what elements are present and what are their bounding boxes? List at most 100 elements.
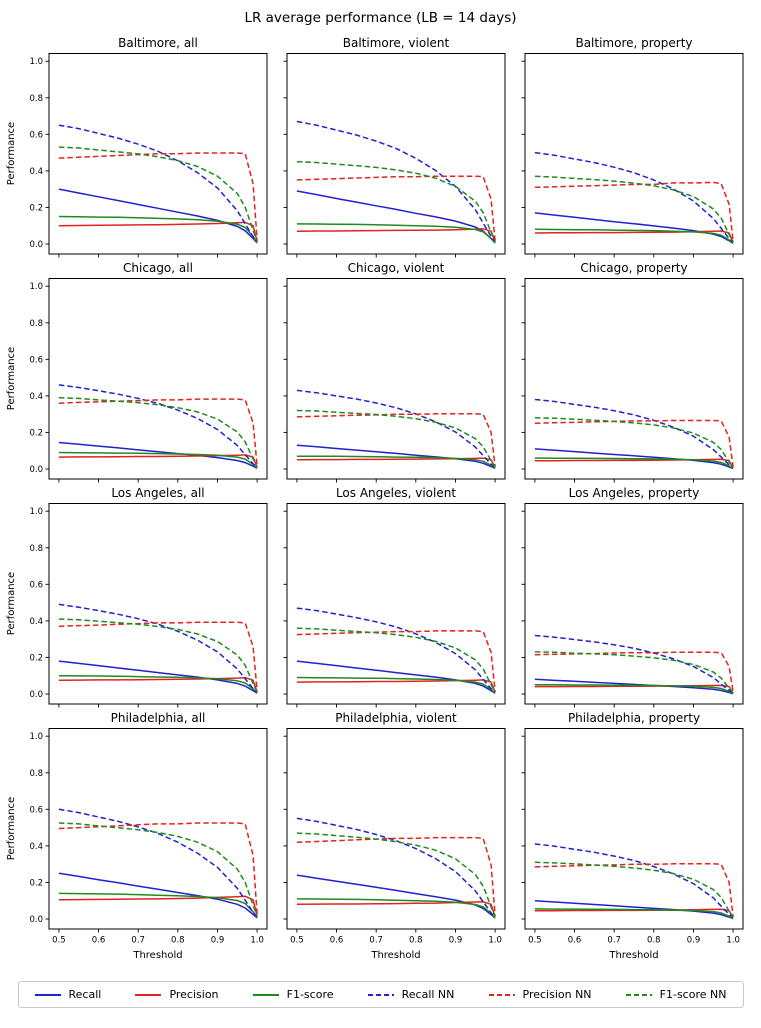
subplot-baltimore-violent: Baltimore, violent [267, 34, 506, 259]
series-line [58, 822, 258, 917]
series-line [296, 389, 496, 468]
subplot-philadelphia-all: Philadelphia, all 0.5 0.6 0.7 0.8 0.9 1.0 0.0 0… [4, 709, 268, 971]
legend-label: Recall [68, 988, 102, 1001]
y-tick-label: 0.0 [29, 915, 43, 925]
series-line [296, 874, 496, 919]
plot-area: 0.5 0.6 0.7 0.8 0.9 1.0 Threshold [521, 728, 744, 961]
series-line [296, 660, 496, 694]
y-tick-label: 0.4 [29, 617, 43, 627]
series-line [58, 451, 258, 469]
subplot-los-angeles-all: Los Angeles, all 0.0 0.2 0.4 0.6 0.8 1.0 Perfo… [4, 484, 268, 709]
y-tick-label: 0.4 [29, 842, 43, 852]
x-tick-label: 0.5 [290, 936, 304, 946]
axes-frame [286, 53, 506, 255]
series-line [534, 212, 734, 245]
x-tick-label: 0.9 [449, 936, 463, 946]
series-line [58, 895, 258, 917]
plot-area [283, 503, 506, 708]
subplot-title: Philadelphia, property [567, 711, 701, 725]
plot-area: 0.5 0.6 0.7 0.8 0.9 1.0 0.0 0.2 0.4 0.6 0.8 1.0 Thre… [6, 728, 268, 961]
y-axis-label: Performance [6, 122, 17, 185]
series-line [58, 396, 258, 468]
series-line [296, 160, 496, 242]
legend-item-precision: Precision [135, 988, 219, 1001]
series-line [534, 151, 734, 243]
subplot-baltimore-property: Baltimore, property [505, 34, 744, 259]
subplot-title: Philadelphia, all [110, 711, 206, 725]
series-line [296, 901, 496, 918]
y-tick-label: 0.8 [29, 319, 43, 329]
plot-area: 0.5 0.6 0.7 0.8 0.9 1.0 Threshold [283, 728, 506, 961]
series-line [534, 175, 734, 243]
figure-title: LR average performance (LB = 14 days) [244, 10, 517, 26]
subplot-title: Baltimore, property [575, 36, 693, 50]
series-line [58, 454, 258, 468]
y-tick-label: 0.2 [29, 203, 43, 213]
x-tick-label: 0.7 [131, 936, 145, 946]
subplot-title: Philadelphia, violent [335, 711, 457, 725]
axes-frame [524, 503, 744, 705]
legend-item-f1-score: F1-score [252, 988, 334, 1001]
x-tick-label: 1.0 [488, 936, 502, 946]
y-tick-label: 0.2 [29, 428, 43, 438]
y-tick-label: 1.0 [29, 282, 43, 292]
subplot-title: Baltimore, violent [342, 36, 450, 50]
series-line [534, 457, 734, 470]
precision-nn-line-sample-icon [488, 993, 515, 996]
y-tick-label: 0.4 [29, 392, 43, 402]
legend: Recall Precision F1-score Recall NN Prec… [17, 981, 744, 1008]
recall-nn-line-sample-icon [367, 993, 394, 996]
series-line [296, 444, 496, 470]
legend-label: F1-score NN [659, 988, 727, 1001]
y-tick-label: 0.0 [29, 240, 43, 250]
legend-item-recall: Recall [34, 988, 102, 1001]
series-line [296, 228, 496, 243]
x-axis-label: Threshold [132, 950, 182, 961]
y-tick-label: 0.0 [29, 465, 43, 475]
plot-area [283, 53, 506, 258]
series-line [58, 872, 258, 919]
series-line [58, 808, 258, 918]
axes-frame [524, 728, 744, 930]
x-tick-label: 0.7 [607, 936, 621, 946]
series-line [58, 603, 258, 693]
legend-label: F1-score [286, 988, 334, 1001]
axes-frame [286, 728, 506, 930]
series-line [58, 660, 258, 694]
series-line [58, 188, 258, 244]
series-line [534, 448, 734, 470]
subplot-chicago-violent: Chicago, violent [267, 259, 506, 484]
series-line [534, 861, 734, 918]
x-axis-label: Threshold [370, 950, 420, 961]
series-line [534, 634, 734, 694]
y-tick-label: 0.0 [29, 690, 43, 700]
x-tick-label: 0.6 [330, 936, 344, 946]
f1-score-line-sample-icon [252, 993, 279, 996]
series-line [296, 457, 496, 468]
legend-item-precision-nn: Precision NN [488, 988, 592, 1001]
recall-line-sample-icon [34, 993, 61, 996]
legend-label: Precision [169, 988, 219, 1001]
legend-label: Precision NN [522, 988, 592, 1001]
axes-frame [48, 503, 268, 705]
x-tick-label: 1.0 [726, 936, 740, 946]
subplot-chicago-property: Chicago, property [505, 259, 744, 484]
plot-area: 0.0 0.2 0.4 0.6 0.8 1.0 Performance [6, 278, 268, 483]
plot-area [283, 278, 506, 483]
axes-frame [524, 53, 744, 255]
y-tick-label: 0.6 [29, 580, 43, 590]
plot-area [521, 503, 744, 708]
y-axis-label: Performance [6, 572, 17, 635]
series-line [296, 455, 496, 469]
series-line [58, 618, 258, 693]
x-tick-label: 0.8 [647, 936, 661, 946]
legend-item-f1-score-nn: F1-score NN [625, 988, 727, 1001]
series-line [296, 627, 496, 693]
series-line [296, 676, 496, 694]
x-tick-label: 0.8 [409, 936, 423, 946]
series-line [534, 843, 734, 919]
subplot-title: Chicago, all [123, 261, 193, 275]
subplot-los-angeles-property: Los Angeles, property [505, 484, 744, 709]
y-tick-label: 0.6 [29, 355, 43, 365]
subplot-title: Los Angeles, violent [335, 486, 457, 500]
